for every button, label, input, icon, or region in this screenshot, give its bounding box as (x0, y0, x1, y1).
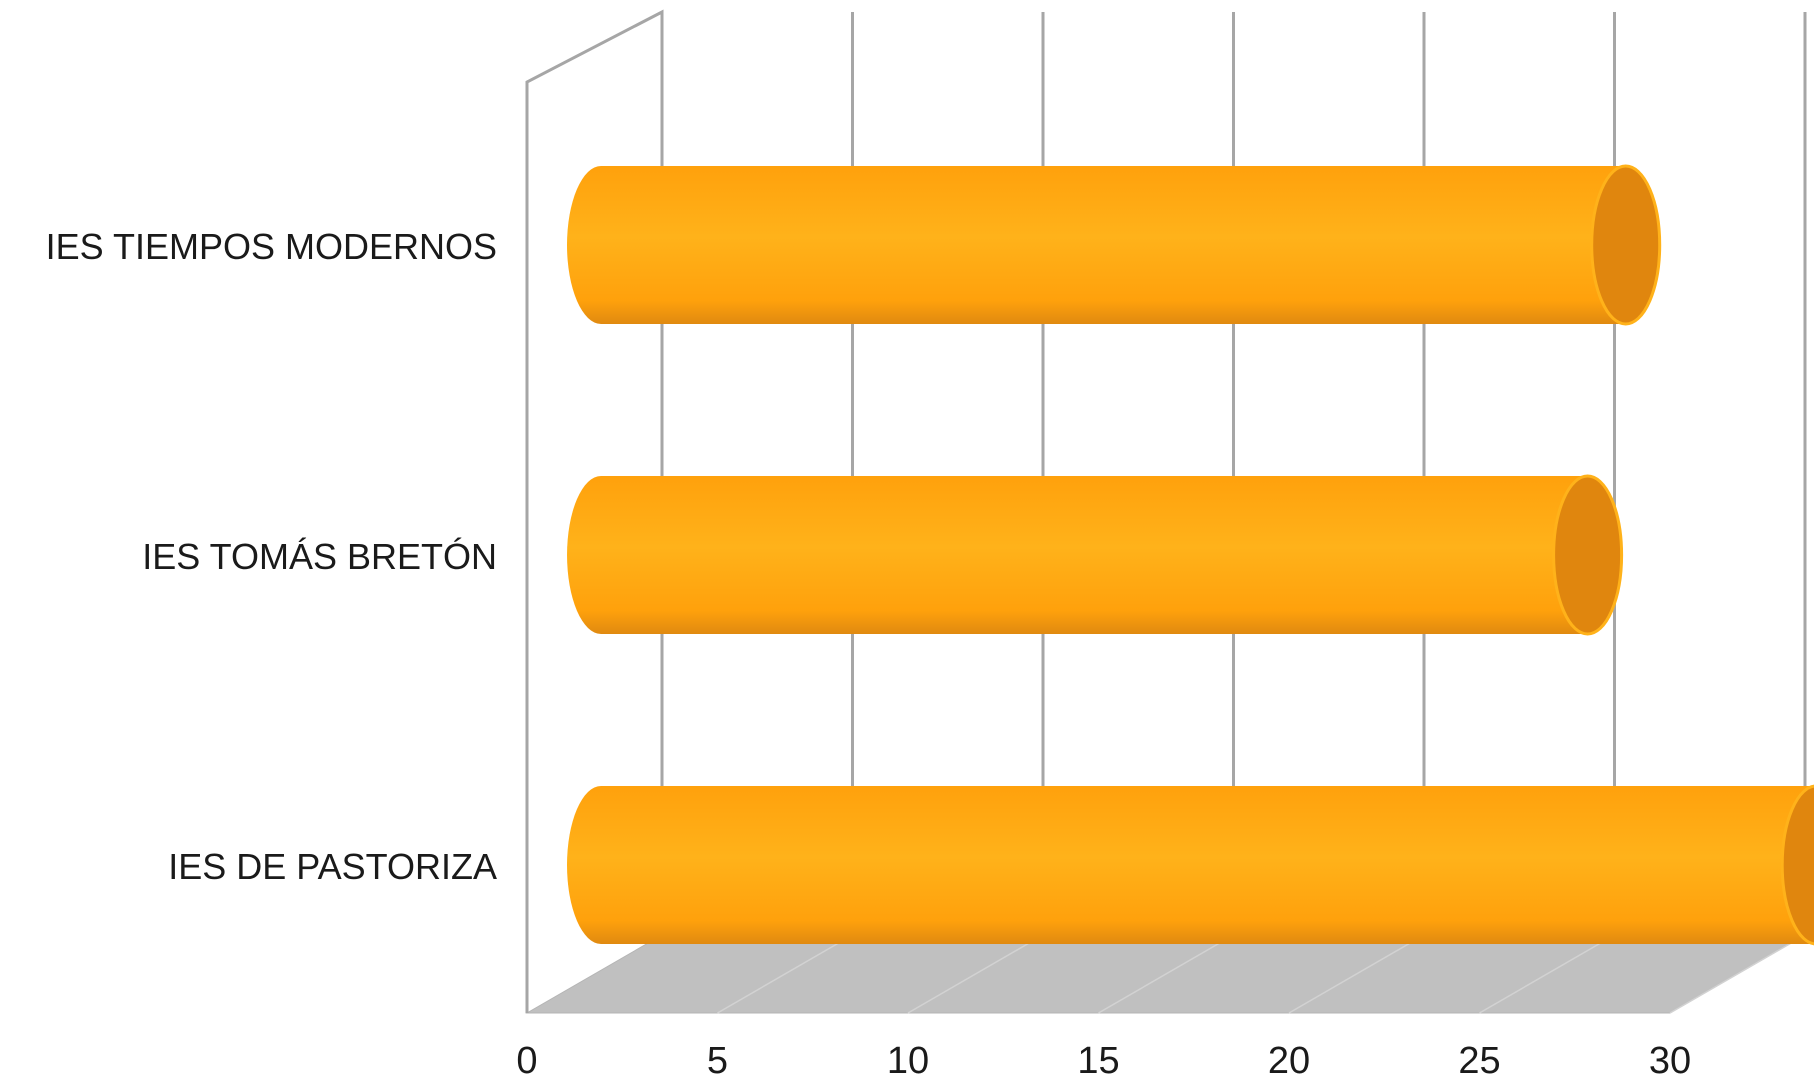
bars (567, 164, 1814, 946)
bar-end-cap (1780, 784, 1814, 946)
bar-2 (567, 474, 1624, 636)
x-tick-label: 25 (1458, 1040, 1500, 1080)
bar-3 (567, 164, 1662, 326)
category-labels: IES DE PASTORIZA IES TOMÁS BRETÓN IES TIEM… (46, 226, 497, 887)
side-wall (525, 9, 664, 1013)
floor-line-30 (1669, 934, 1806, 1014)
bar-end-cap (1552, 474, 1624, 636)
x-tick-label: 10 (887, 1040, 929, 1080)
x-tick-label: 0 (516, 1040, 537, 1080)
x-tick-label: 30 (1649, 1040, 1691, 1080)
bar-body (567, 786, 1814, 944)
floor-line-15 (1098, 934, 1234, 1014)
category-label: IES DE PASTORIZA (168, 846, 497, 887)
floor-line-20 (1288, 934, 1425, 1014)
bar-end-cap (1590, 164, 1662, 326)
x-tick-label: 15 (1077, 1040, 1119, 1080)
category-label: IES TOMÁS BRETÓN (142, 536, 497, 577)
x-tick-label: 20 (1268, 1040, 1310, 1080)
floor-line-25 (1479, 934, 1615, 1014)
gridlines (851, 12, 1807, 935)
category-label: IES TIEMPOS MODERNOS (46, 226, 497, 267)
x-tick-labels: 0 5 10 15 20 25 30 (516, 1040, 1691, 1082)
floor-line-5 (717, 934, 853, 1014)
bar-body (567, 476, 1588, 634)
floor-line-10 (907, 934, 1044, 1014)
bar-1 (567, 784, 1814, 946)
bar-body (567, 166, 1626, 324)
x-tick-label: 5 (707, 1040, 728, 1080)
